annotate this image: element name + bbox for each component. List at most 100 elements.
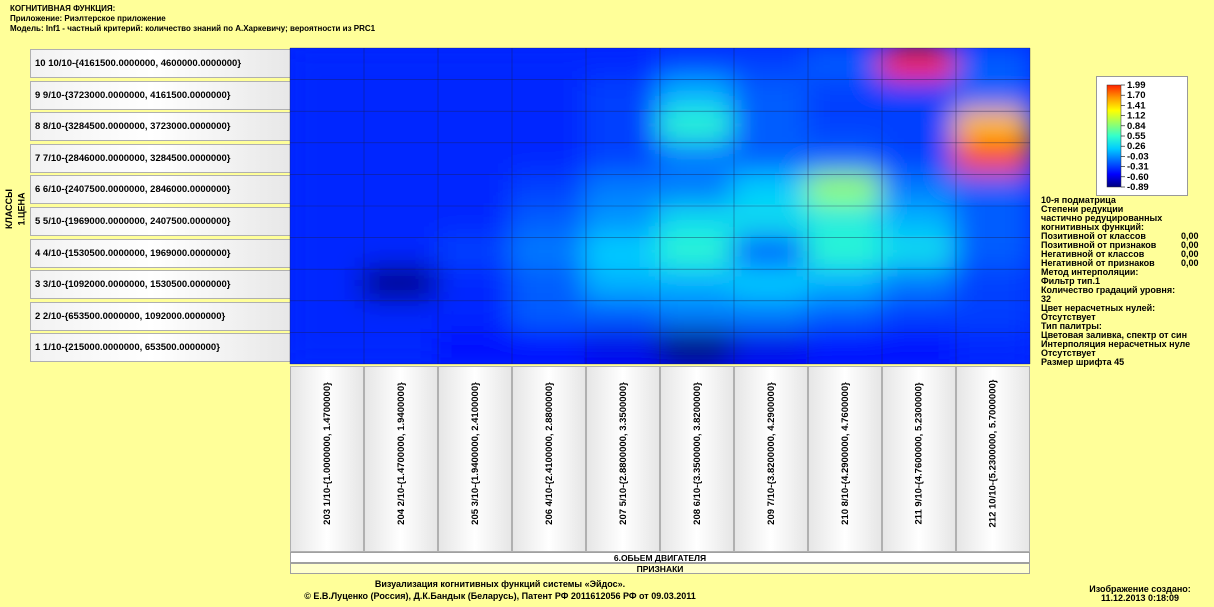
column-label: 208 6/10-{3.3500000, 3.8200000} xyxy=(660,366,734,552)
heatmap-cell xyxy=(658,77,736,114)
heatmap-cell xyxy=(584,48,662,82)
heatmap-cell xyxy=(584,204,662,240)
heatmap-cell xyxy=(732,267,810,303)
row-label: 5 5/10-{1969000.0000000, 2407500.0000000… xyxy=(30,207,300,236)
heatmap-cell xyxy=(954,204,1030,240)
heatmap-cell xyxy=(362,48,440,82)
column-label: 209 7/10-{3.8200000, 4.2900000} xyxy=(734,366,808,552)
heatmap-cell xyxy=(658,330,736,364)
heatmap-cell xyxy=(510,235,588,272)
heatmap-cell xyxy=(954,48,1030,82)
heatmap-cell xyxy=(806,48,884,82)
heatmap-cell xyxy=(880,172,958,208)
colorbar-legend: 1.99 1.70 1.41 1.12 0.84 0.55 0.26 -0.03 -0.31 -0… xyxy=(1096,76,1188,196)
heatmap-cell xyxy=(954,172,1030,208)
info-interp-label: Метод интерполяции: xyxy=(1041,267,1139,277)
heatmap-cell xyxy=(880,109,958,145)
heatmap-cell xyxy=(658,298,736,335)
info-font-size: Размер шрифта 45 xyxy=(1041,357,1125,367)
header-model: Модель: Inf1 - частный критерий: количес… xyxy=(10,24,376,33)
heatmap-cell xyxy=(584,235,662,272)
heatmap-cell xyxy=(362,235,440,272)
heatmap-cell xyxy=(880,48,958,82)
x-axis-title: 6.ОБЬЕМ ДВИГАТЕЛЯ xyxy=(290,552,1030,563)
footer-line-2: © Е.В.Луценко (Россия), Д.К.Бандык (Бела… xyxy=(304,591,696,601)
info-reduction-title-1: Степени редукции xyxy=(1041,204,1124,214)
info-palette-value: Цветовая заливка, спектр от син xyxy=(1041,330,1187,340)
info-zero-color-value: Отсутствует xyxy=(1041,312,1096,322)
heatmap-cell xyxy=(880,235,958,272)
heatmap-cell xyxy=(806,298,884,335)
column-label: 204 2/10-{1.4700000, 1.9400000} xyxy=(364,366,438,552)
footer: Визуализация когнитивных функций системы… xyxy=(120,578,880,602)
colorbar-svg: 1.991.701.411.120.840.550.26-0.03-0.31-0… xyxy=(1106,80,1149,193)
heatmap-cell xyxy=(436,204,514,240)
heatmap-cell xyxy=(732,109,810,145)
heatmap-cell xyxy=(658,235,736,272)
heatmap-cell xyxy=(584,267,662,303)
row-label: 9 9/10-{3723000.0000000, 4161500.0000000… xyxy=(30,80,300,110)
heatmap-cell xyxy=(362,204,440,240)
heatmap-cell xyxy=(584,172,662,208)
created-label: Изображение создано: xyxy=(1089,584,1191,594)
info-zero-color-label: Цвет нерасчетных нулей: xyxy=(1041,303,1156,313)
heatmap-cell xyxy=(658,267,736,303)
heatmap-cell xyxy=(436,267,514,303)
heatmap-cell xyxy=(806,267,884,303)
footer-line-1: Визуализация когнитивных функций системы… xyxy=(374,579,626,589)
heatmap-cell xyxy=(436,109,514,145)
heatmap-background xyxy=(290,48,1030,364)
heatmap-cell xyxy=(732,235,810,272)
colorbar xyxy=(1106,84,1122,188)
row-label: 6 6/10-{2407500.0000000, 2846000.0000000… xyxy=(30,175,300,205)
heatmap-cell xyxy=(362,109,440,145)
info-palette-label: Тип палитры: xyxy=(1041,321,1102,331)
header-title: КОГНИТИВНАЯ ФУНКЦИЯ: xyxy=(10,4,116,13)
heatmap-cell xyxy=(954,140,1030,177)
info-levels-value: 32 xyxy=(1041,294,1052,304)
info-reduction-title-2: частично редуцированных xyxy=(1041,213,1163,223)
heatmap-cell xyxy=(880,77,958,114)
heatmap-cell xyxy=(954,330,1030,364)
colorbar-tick-label: 1.99 xyxy=(1127,80,1146,91)
heatmap-cell xyxy=(362,140,440,177)
heatmap-cell xyxy=(806,140,884,177)
heatmap-cell xyxy=(584,298,662,335)
heatmap-cell xyxy=(436,330,514,364)
heatmap-cell xyxy=(658,140,736,177)
heatmap-cell xyxy=(510,109,588,145)
info-reduction-row: Негативной от классов 0,00 xyxy=(1041,249,1199,259)
heatmap-cell xyxy=(806,204,884,240)
info-reduction-row: Негативной от признаков 0,00 xyxy=(1041,258,1199,268)
colorbar-tick-label: 1.12 xyxy=(1127,111,1146,122)
column-labels: 203 1/10-{1.0000000, 1.4700000} 204 2/10-… xyxy=(290,366,1030,552)
heatmap-cell xyxy=(806,172,884,208)
heatmap-cell xyxy=(584,109,662,145)
info-zero-interp-label: Интерполяция нерасчетных нуле xyxy=(1041,339,1191,349)
column-label: 205 3/10-{1.9400000, 2.4100000} xyxy=(438,366,512,552)
heatmap-cell xyxy=(510,298,588,335)
heatmap-cell xyxy=(954,298,1030,335)
heatmap-cell xyxy=(732,140,810,177)
heatmap-cell xyxy=(954,235,1030,272)
heatmap-cell xyxy=(510,140,588,177)
created-value: 11.12.2013 0:18:09 xyxy=(1100,593,1180,603)
created-stamp: Изображение создано: 11.12.2013 0:18:09 xyxy=(1066,585,1214,603)
heatmap-cell xyxy=(732,330,810,364)
heatmap-cell xyxy=(510,48,588,82)
y-axis-inner-label: 1.ЦЕНА xyxy=(17,191,27,226)
colorbar-tick-label: 0.84 xyxy=(1127,121,1146,132)
heatmap-cell xyxy=(584,330,662,364)
info-reduction-row: Позитивной от признаков 0,00 xyxy=(1041,240,1199,250)
colorbar-tick-label: 0.26 xyxy=(1127,141,1146,152)
colorbar-tick-label: 1.70 xyxy=(1127,90,1146,101)
column-label: 211 9/10-{4.7600000, 5.2300000} xyxy=(882,366,956,552)
heatmap-cell xyxy=(658,109,736,145)
heatmap-cell xyxy=(880,298,958,335)
heatmap-cell xyxy=(510,172,588,208)
row-labels: 10 10/10-{4161500.0000000, 4600000.00000… xyxy=(30,48,300,364)
info-reduction-title-3: когнитивных функций: xyxy=(1041,222,1144,232)
heatmap-cell xyxy=(436,298,514,335)
heatmap-cell xyxy=(510,330,588,364)
info-submatrix: 10-я подматрица xyxy=(1041,196,1116,205)
